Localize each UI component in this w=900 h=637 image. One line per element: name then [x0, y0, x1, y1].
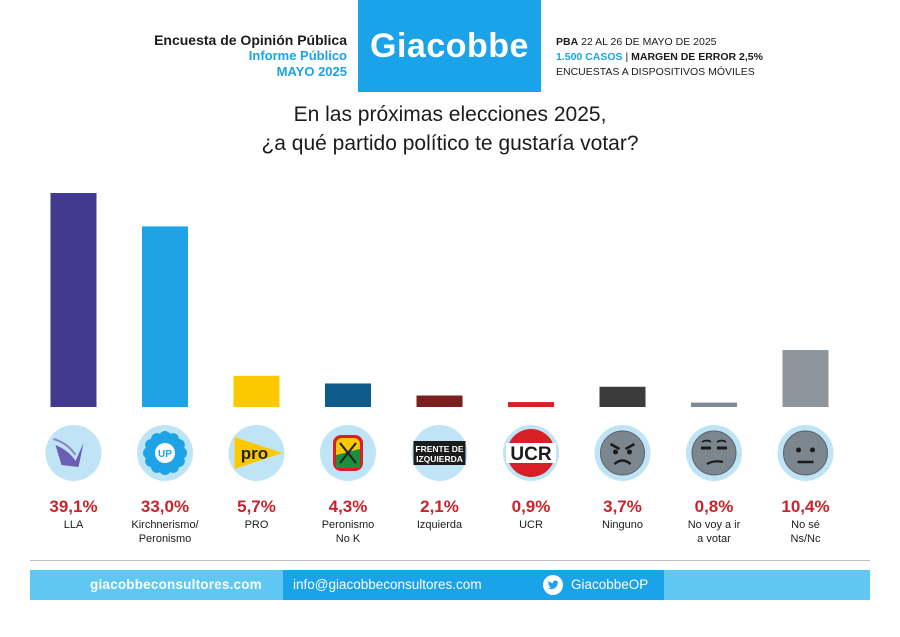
bar-no-voy-a-ir-a-votar [691, 402, 737, 407]
icon-text: pro [241, 444, 268, 463]
category-label-lla: LLA [64, 519, 84, 531]
icon-text: IZQUIERDA [416, 454, 463, 464]
icon-text: UP [158, 449, 172, 460]
twitter-handle: GiacobbeOP [571, 577, 649, 592]
lla-eagle-icon [45, 425, 102, 481]
eagle-wing [53, 438, 77, 456]
face-base [783, 431, 828, 475]
icon-text: UCR [510, 444, 551, 465]
report-month: MAYO 2025 [276, 64, 347, 79]
face-outline [600, 430, 645, 476]
meta-separator: | [622, 51, 632, 63]
category-label-no-s-ns-nc: Ns/Nc [791, 533, 821, 545]
face-eye [796, 447, 801, 453]
up-sun-icon: UP [137, 425, 193, 481]
bar-group-ninguno: 3,7% Ninguno [594, 386, 651, 531]
bar-izquierda [416, 395, 463, 407]
bar-group-peronismo-no-k: 4,3% Peronismo No K [320, 383, 376, 545]
category-label-no-voy-a-ir-a-votar: a votar [697, 533, 731, 545]
twitter-icon [543, 575, 563, 595]
brand-name: Giacobbe [370, 26, 529, 65]
category-label-peronismo-no-k: Peronismo [322, 519, 375, 531]
bar-group-kirchnerismo-peronismo: UP 33,0% Kirchnerismo/Peronismo [131, 226, 200, 545]
fit-box [413, 441, 466, 465]
category-label-kirchnerismo-peronismo: Peronismo [139, 533, 192, 545]
face-eye [627, 449, 632, 455]
pro-triangle [234, 437, 283, 469]
value-label-no-s-ns-nc: 10,4% [781, 497, 829, 516]
face-brows [701, 439, 727, 443]
peronist-shield-icon [320, 425, 376, 481]
face-outline [691, 430, 737, 476]
value-label-pro: 5,7% [237, 497, 276, 516]
chart-title: En las próximas elecciones 2025, ¿a qué … [0, 100, 900, 158]
header-left: Encuesta de Opinión Pública Informe Públ… [154, 32, 347, 80]
face-eye [613, 449, 618, 455]
shield-hands [339, 442, 357, 464]
value-label-no-voy-a-ir-a-votar: 0,8% [695, 497, 734, 516]
category-label-ucr: UCR [519, 519, 543, 531]
ucr-band [506, 443, 556, 463]
shield-field [336, 449, 360, 468]
sun-inner [155, 443, 175, 463]
face-eye [810, 447, 815, 453]
giacobbe-logo: Giacobbe [358, 0, 541, 92]
footer-twitter-link[interactable]: GiacobbeOP [531, 570, 664, 600]
eagle-shape [55, 443, 84, 467]
meta-dates: 22 AL 26 DE MAYO DE 2025 [578, 36, 717, 48]
meta-method: ENCUESTAS A DISPOSITIVOS MÓVILES [556, 66, 755, 78]
value-label-ucr: 0,9% [512, 497, 551, 516]
chart-title-line-2: ¿a qué partido político te gustaría vota… [261, 132, 639, 155]
category-label-kirchnerismo-peronismo: Kirchnerismo/ [131, 519, 199, 531]
category-label-no-s-ns-nc: No sé [791, 519, 820, 531]
face-outline [783, 430, 828, 476]
value-label-peronismo-no-k: 4,3% [329, 497, 368, 516]
meta-cases: 1.500 CASOS [556, 51, 623, 63]
bar-group-no-s-ns-nc: 10,4% No sé Ns/Nc [777, 350, 834, 545]
footer-email-link[interactable]: info@giacobbeconsultores.com [283, 570, 531, 600]
value-label-izquierda: 2,1% [420, 497, 459, 516]
neutral-face-icon [777, 425, 834, 481]
bar-ninguno [599, 386, 646, 407]
icon-text: FRENTE DE [415, 444, 464, 454]
value-label-ninguno: 3,7% [603, 497, 642, 516]
category-label-peronismo-no-k: No K [336, 533, 361, 545]
bar-no-s-ns-nc [782, 350, 829, 407]
bar-kirchnerismo-peronismo [142, 226, 188, 407]
category-label-ninguno: Ninguno [602, 519, 643, 531]
footer-bar: giacobbeconsultores.com info@giacobbecon… [30, 570, 870, 600]
bar-lla [50, 193, 97, 407]
face-brows [609, 442, 636, 451]
value-label-kirchnerismo-peronismo: 33,0% [141, 497, 189, 516]
value-label-lla: 39,1% [49, 497, 97, 516]
category-label-no-voy-a-ir-a-votar: No voy a ir [688, 519, 741, 531]
bar-group-ucr: UCR 0,9% UCR [503, 402, 559, 531]
footer-divider [30, 560, 870, 561]
bar-peronismo-no-k [325, 383, 371, 407]
ucr-logo-icon: UCR [503, 425, 559, 481]
face-mouth [706, 460, 724, 465]
bar-pro [233, 375, 280, 407]
header-meta: PBA 22 AL 26 DE MAYO DE 2025 1.500 CASOS… [556, 35, 763, 80]
category-label-pro: PRO [245, 519, 269, 531]
unamused-face-icon [686, 425, 742, 481]
face-base [600, 431, 645, 475]
bar-group-pro: pro 5,7% PRO [228, 375, 285, 531]
meta-place: PBA [556, 36, 579, 48]
face-mouth [613, 459, 632, 465]
bar-group-no-voy-a-ir-a-votar: 0,8% No voy a ir a votar [686, 402, 742, 545]
meta-error: MARGEN DE ERROR 2,5% [631, 51, 763, 63]
angry-face-icon [594, 425, 651, 481]
footer-website-link[interactable]: giacobbeconsultores.com [90, 577, 262, 592]
bar-ucr [508, 402, 554, 407]
pro-logo-icon: pro [228, 425, 285, 481]
report-type: Informe Público [248, 48, 347, 63]
bar-group-lla: 39,1% LLA [45, 193, 102, 531]
chart-title-line-1: En las próximas elecciones 2025, [293, 103, 607, 126]
category-label-izquierda: Izquierda [417, 519, 463, 531]
survey-title: Encuesta de Opinión Pública [154, 32, 347, 48]
